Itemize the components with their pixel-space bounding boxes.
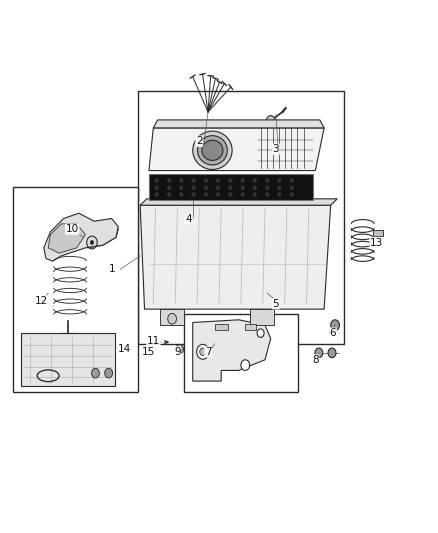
Circle shape	[266, 186, 268, 189]
Circle shape	[155, 193, 158, 196]
Bar	[149, 174, 313, 200]
Polygon shape	[160, 309, 184, 325]
Bar	[21, 333, 115, 386]
Circle shape	[205, 186, 207, 189]
Circle shape	[217, 186, 219, 189]
Circle shape	[192, 186, 195, 189]
Circle shape	[168, 193, 170, 196]
Circle shape	[257, 329, 264, 337]
Circle shape	[176, 344, 184, 354]
Text: 1: 1	[108, 264, 115, 274]
Polygon shape	[44, 213, 118, 261]
Circle shape	[278, 179, 281, 182]
Polygon shape	[153, 120, 324, 128]
Bar	[149, 174, 313, 200]
Circle shape	[180, 193, 183, 196]
Text: 15: 15	[142, 347, 155, 357]
Polygon shape	[149, 128, 324, 171]
Circle shape	[266, 193, 268, 196]
Circle shape	[200, 348, 206, 356]
Circle shape	[90, 240, 94, 245]
Bar	[184, 314, 298, 392]
Polygon shape	[140, 199, 337, 205]
Circle shape	[168, 313, 177, 324]
Circle shape	[254, 193, 256, 196]
Polygon shape	[193, 320, 271, 381]
Circle shape	[241, 186, 244, 189]
FancyArrowPatch shape	[164, 341, 168, 344]
Bar	[138, 91, 344, 344]
Text: 3: 3	[272, 144, 279, 154]
Text: 9: 9	[174, 347, 181, 357]
Polygon shape	[250, 309, 274, 325]
Text: 5: 5	[272, 299, 279, 309]
Circle shape	[254, 186, 256, 189]
Circle shape	[217, 193, 219, 196]
Circle shape	[266, 116, 275, 126]
Circle shape	[229, 193, 232, 196]
Text: 13: 13	[370, 238, 383, 247]
Text: 7: 7	[205, 347, 212, 357]
Text: 14: 14	[118, 344, 131, 354]
Circle shape	[192, 179, 195, 182]
Circle shape	[180, 179, 183, 182]
Bar	[373, 230, 383, 236]
Polygon shape	[140, 205, 331, 309]
Circle shape	[241, 179, 244, 182]
Circle shape	[290, 186, 293, 189]
Circle shape	[290, 193, 293, 196]
Circle shape	[205, 193, 207, 196]
Polygon shape	[48, 224, 85, 253]
Text: 12: 12	[35, 296, 48, 306]
Circle shape	[241, 193, 244, 196]
Circle shape	[315, 348, 323, 358]
Circle shape	[155, 186, 158, 189]
Circle shape	[254, 179, 256, 182]
Circle shape	[205, 179, 207, 182]
Circle shape	[197, 344, 209, 359]
Circle shape	[217, 179, 219, 182]
Circle shape	[278, 193, 281, 196]
Circle shape	[229, 179, 232, 182]
Text: 8: 8	[312, 355, 319, 365]
Ellipse shape	[202, 140, 223, 160]
Ellipse shape	[198, 136, 227, 165]
Text: 4: 4	[185, 214, 192, 223]
Circle shape	[266, 179, 268, 182]
Circle shape	[290, 179, 293, 182]
Circle shape	[331, 320, 339, 330]
Text: 2: 2	[196, 136, 203, 146]
Circle shape	[105, 368, 113, 378]
Ellipse shape	[193, 131, 232, 169]
Text: 10: 10	[66, 224, 79, 234]
Text: 6: 6	[329, 328, 336, 338]
Bar	[13, 187, 138, 392]
Bar	[215, 324, 228, 330]
Circle shape	[155, 179, 158, 182]
Circle shape	[241, 360, 250, 370]
Text: 11: 11	[147, 336, 160, 346]
Circle shape	[328, 348, 336, 358]
Circle shape	[229, 186, 232, 189]
Circle shape	[278, 186, 281, 189]
Circle shape	[168, 186, 170, 189]
Circle shape	[192, 193, 195, 196]
Circle shape	[168, 179, 170, 182]
Circle shape	[92, 368, 99, 378]
Circle shape	[180, 186, 183, 189]
Polygon shape	[88, 224, 118, 248]
Bar	[245, 324, 256, 330]
